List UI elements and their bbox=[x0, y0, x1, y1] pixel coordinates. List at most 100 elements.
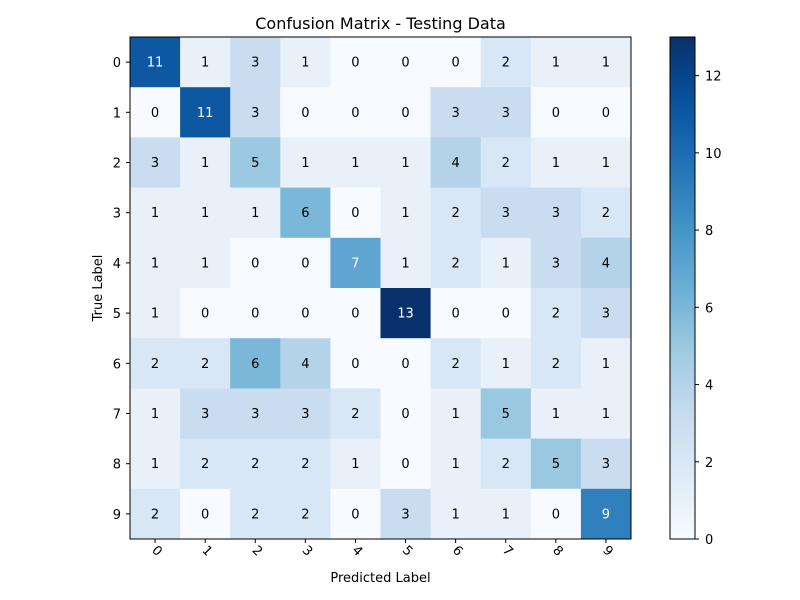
cell-value-label: 3 bbox=[201, 407, 209, 422]
y-tick-label: 5 bbox=[113, 307, 121, 322]
y-axis-label: True Label bbox=[91, 255, 106, 323]
colorbar-tick-label: 12 bbox=[705, 70, 722, 85]
cell-value-label: 2 bbox=[251, 457, 259, 472]
cell-value-label: 2 bbox=[151, 507, 159, 522]
cell-value-label: 2 bbox=[502, 457, 510, 472]
y-tick-label: 8 bbox=[113, 458, 121, 473]
cell-value-label: 0 bbox=[351, 357, 359, 372]
cell-value-label: 0 bbox=[401, 357, 409, 372]
heatmap-cell bbox=[130, 87, 181, 138]
heatmap-cell bbox=[280, 37, 331, 88]
heatmap-cell bbox=[280, 288, 331, 339]
cell-value-label: 4 bbox=[452, 156, 460, 171]
heatmap-cell bbox=[330, 237, 381, 289]
heatmap-cell bbox=[430, 288, 482, 339]
cell-value-label: 2 bbox=[251, 507, 259, 522]
heatmap-cell bbox=[530, 438, 582, 490]
cell-value-label: 3 bbox=[151, 156, 159, 171]
y-tick-label: 2 bbox=[113, 157, 121, 172]
cell-value-label: 6 bbox=[301, 206, 309, 221]
cell-value-label: 1 bbox=[452, 407, 460, 422]
cell-value-label: 3 bbox=[251, 56, 259, 71]
heatmap-cell bbox=[330, 438, 381, 490]
heatmap-cell bbox=[480, 438, 532, 490]
heatmap-cell bbox=[380, 338, 432, 389]
cell-value-label: 1 bbox=[301, 156, 309, 171]
cell-value-label: 2 bbox=[552, 357, 560, 372]
cell-value-label: 0 bbox=[251, 307, 259, 322]
heatmap-cell bbox=[180, 338, 231, 389]
heatmap-cell bbox=[430, 338, 482, 389]
x-tick-label: 6 bbox=[449, 543, 465, 559]
colorbar-tick-label: 6 bbox=[705, 301, 713, 316]
chart-title: Confusion Matrix - Testing Data bbox=[255, 14, 506, 33]
heatmap-cell bbox=[580, 37, 632, 88]
heatmap-cell bbox=[180, 187, 231, 239]
cell-value-label: 3 bbox=[602, 457, 610, 472]
heatmap-cell bbox=[480, 187, 532, 239]
heatmap-cells bbox=[130, 37, 632, 540]
heatmap-cell bbox=[130, 187, 181, 239]
cell-value-label: 0 bbox=[401, 56, 409, 71]
heatmap-cell bbox=[180, 288, 231, 339]
cell-value-label: 0 bbox=[401, 407, 409, 422]
heatmap-cell bbox=[530, 338, 582, 389]
heatmap-cell bbox=[230, 37, 281, 88]
cell-value-label: 1 bbox=[151, 457, 159, 472]
heatmap-cell bbox=[330, 338, 381, 389]
x-tick-label: 1 bbox=[199, 543, 215, 559]
y-tick-label: 7 bbox=[113, 408, 121, 423]
heatmap-cell bbox=[330, 388, 381, 440]
cell-value-label: 2 bbox=[151, 357, 159, 372]
cell-value-label: 9 bbox=[602, 507, 610, 522]
cell-value-label: 1 bbox=[351, 457, 359, 472]
heatmap-cell bbox=[330, 187, 381, 239]
heatmap-cell bbox=[430, 37, 482, 88]
cell-value-label: 1 bbox=[251, 206, 259, 221]
heatmap-cell bbox=[180, 388, 231, 440]
cell-value-label: 0 bbox=[201, 307, 209, 322]
heatmap-cell bbox=[430, 137, 482, 189]
cell-value-label: 0 bbox=[401, 106, 409, 121]
y-tick-label: 0 bbox=[113, 56, 121, 71]
heatmap-cell bbox=[130, 37, 181, 88]
heatmap-cell bbox=[130, 338, 181, 389]
cell-value-label: 6 bbox=[251, 357, 259, 372]
x-tick-label: 2 bbox=[249, 543, 265, 559]
cell-value-label: 2 bbox=[301, 507, 309, 522]
cell-value-label: 1 bbox=[401, 156, 409, 171]
cell-value-label: 3 bbox=[502, 206, 510, 221]
cell-value-label: 0 bbox=[201, 507, 209, 522]
cell-value-label: 2 bbox=[201, 357, 209, 372]
heatmap-cell bbox=[430, 438, 482, 490]
cell-value-label: 11 bbox=[197, 106, 214, 121]
cell-value-label: 2 bbox=[552, 307, 560, 322]
x-tick-label: 5 bbox=[399, 543, 415, 559]
cell-value-label: 0 bbox=[401, 457, 409, 472]
cell-value-label: 1 bbox=[602, 407, 610, 422]
cell-value-label: 0 bbox=[301, 256, 309, 271]
colorbar-tick-label: 4 bbox=[705, 379, 713, 394]
cell-value-label: 1 bbox=[151, 206, 159, 221]
plot-frame bbox=[129, 36, 632, 540]
cell-value-label: 3 bbox=[301, 407, 309, 422]
heatmap-cell bbox=[430, 187, 482, 239]
cell-value-label: 2 bbox=[351, 407, 359, 422]
cell-value-label: 1 bbox=[201, 56, 209, 71]
heatmap-cell bbox=[580, 338, 632, 389]
cell-value-label: 0 bbox=[452, 307, 460, 322]
heatmap-cell bbox=[230, 187, 281, 239]
cell-value-label: 1 bbox=[301, 56, 309, 71]
heatmap-cell bbox=[530, 288, 582, 339]
cell-value-label: 7 bbox=[351, 256, 359, 271]
x-tick-label: 8 bbox=[549, 543, 565, 559]
heatmap-cell bbox=[580, 488, 632, 540]
cell-value-label: 1 bbox=[502, 357, 510, 372]
heatmap-cell bbox=[180, 87, 231, 138]
heatmap-cell bbox=[530, 237, 582, 289]
heatmap-cell bbox=[230, 338, 281, 389]
cell-value-label: 1 bbox=[201, 156, 209, 171]
cell-value-label: 1 bbox=[401, 206, 409, 221]
heatmap-cell-labels: 11 1 3 1 0 0 0 2 1 10 11 3 0 0 0 3 3 0 03 1 5 1 1 1 4 2 1 11 1 1 6 0 1 2 3… bbox=[147, 56, 610, 523]
cell-value-label: 2 bbox=[452, 256, 460, 271]
